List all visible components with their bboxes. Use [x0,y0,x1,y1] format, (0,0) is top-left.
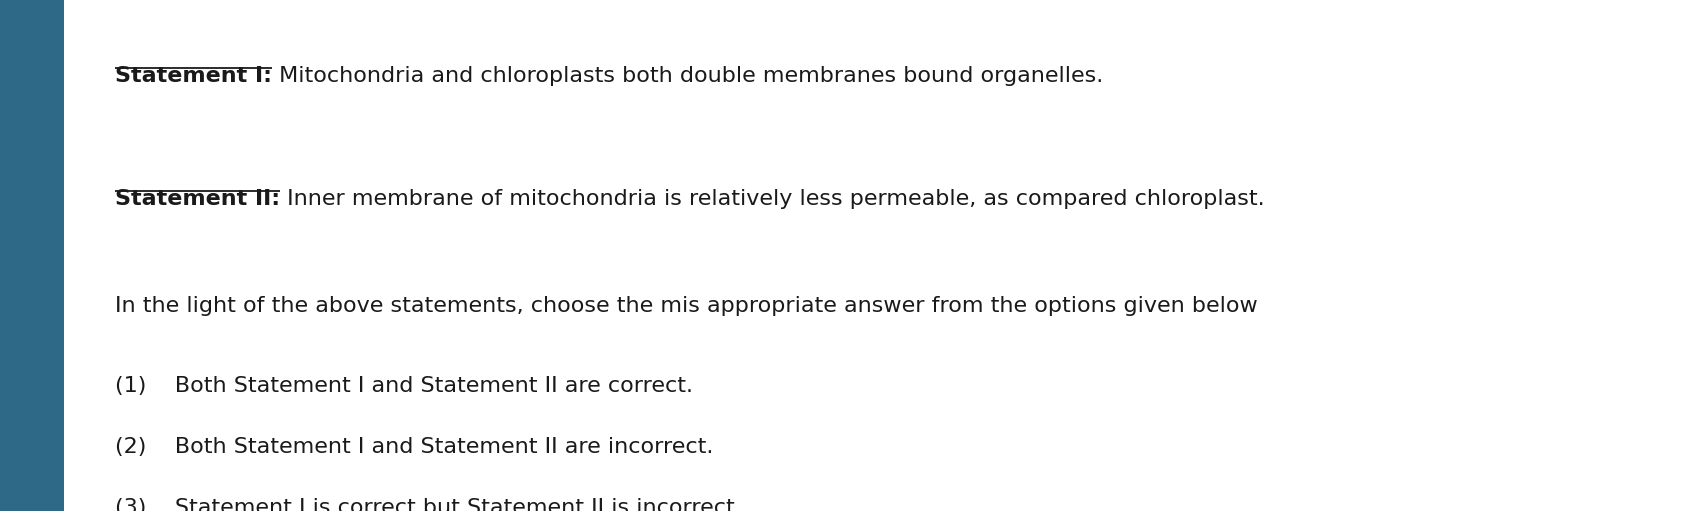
Text: (3)    Statement I is correct but Statement II is incorrect.: (3) Statement I is correct but Statement… [115,498,742,511]
Text: Statement II:: Statement II: [115,189,280,209]
Text: Statement I:: Statement I: [115,66,272,86]
Text: Inner membrane of mitochondria is relatively less permeable, as compared chlorop: Inner membrane of mitochondria is relati… [280,189,1265,209]
Text: (2)    Both Statement I and Statement II are incorrect.: (2) Both Statement I and Statement II ar… [115,437,714,457]
Text: In the light of the above statements, choose the mis appropriate answer from the: In the light of the above statements, ch… [115,296,1257,316]
Text: (1)    Both Statement I and Statement II are correct.: (1) Both Statement I and Statement II ar… [115,376,693,396]
Text: Mitochondria and chloroplasts both double membranes bound organelles.: Mitochondria and chloroplasts both doubl… [272,66,1103,86]
